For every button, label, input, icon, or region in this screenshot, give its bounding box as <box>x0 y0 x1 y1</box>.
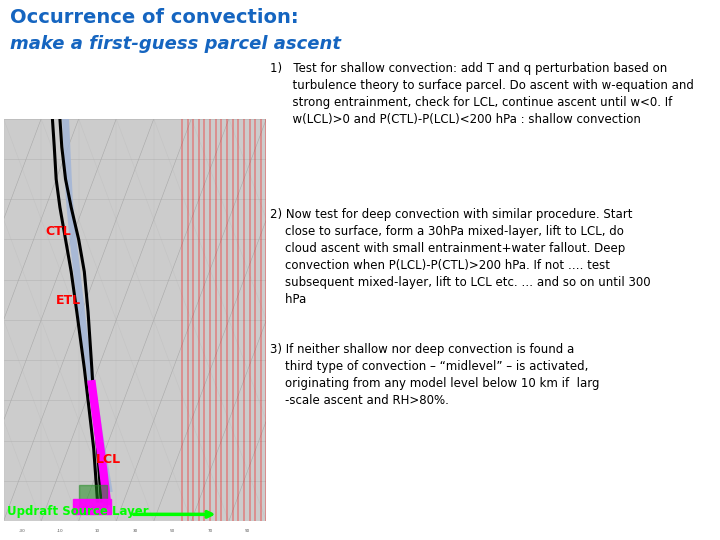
Text: LCL: LCL <box>96 453 121 466</box>
Text: -30: -30 <box>19 529 26 533</box>
Text: 90: 90 <box>245 529 251 533</box>
Text: 50: 50 <box>170 529 175 533</box>
Text: -10: -10 <box>57 529 63 533</box>
Text: CTL: CTL <box>46 226 71 239</box>
Text: Occurrence of convection:: Occurrence of convection: <box>10 8 299 27</box>
Text: make a first-guess parcel ascent: make a first-guess parcel ascent <box>10 35 341 53</box>
Text: 3) If neither shallow nor deep convection is found a
    third type of convectio: 3) If neither shallow nor deep convectio… <box>270 343 600 407</box>
Text: 1)   Test for shallow convection: add T and q perturbation based on
      turbul: 1) Test for shallow convection: add T an… <box>270 62 694 126</box>
Bar <box>78 485 107 507</box>
Text: 2) Now test for deep convection with similar procedure. Start
    close to surfa: 2) Now test for deep convection with sim… <box>270 208 651 306</box>
Text: Updraft Source Layer: Updraft Source Layer <box>7 505 149 518</box>
Bar <box>73 499 111 514</box>
Text: 30: 30 <box>132 529 138 533</box>
Text: 10: 10 <box>95 529 100 533</box>
Text: 70: 70 <box>207 529 212 533</box>
Text: ETL: ETL <box>56 294 81 307</box>
